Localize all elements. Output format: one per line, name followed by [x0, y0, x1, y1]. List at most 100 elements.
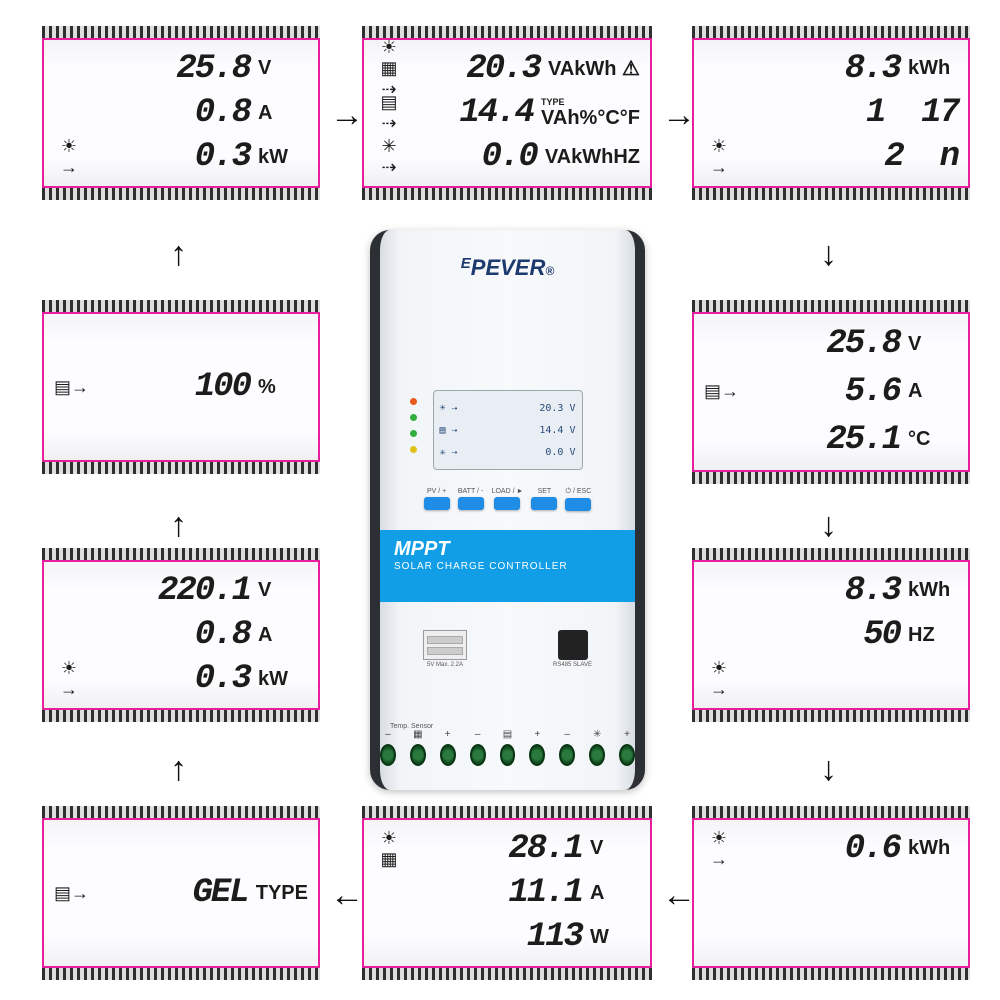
- lcd-row: 113W: [374, 915, 640, 959]
- terminal-row: [380, 744, 635, 766]
- lcd-row: 25.1°C: [704, 416, 958, 464]
- row-icon: ▤→: [704, 381, 734, 402]
- button-row: PV / +BATT / -LOAD / ►SET⏻ / ESC: [380, 488, 635, 511]
- value: 25.8: [176, 50, 250, 88]
- lcd-s1: 25.8 V 0.8A☀→0.3kW: [42, 38, 320, 188]
- lcd-row: [54, 915, 308, 959]
- flow-arrow: ↓: [820, 506, 837, 545]
- value: 11.1: [508, 874, 582, 912]
- value: 113: [527, 918, 582, 956]
- value: 0.0: [482, 138, 537, 176]
- unit: V: [908, 333, 958, 356]
- value: 220.1: [158, 572, 250, 610]
- led-indicator: [410, 430, 417, 437]
- led-indicator: [410, 414, 417, 421]
- usb-label: 5V Max. 2.2A: [427, 662, 463, 668]
- row-icon: ☀→: [704, 658, 734, 700]
- button-label: BATT / -: [458, 488, 483, 495]
- lcd-row: ☀▦28.1V: [374, 827, 640, 871]
- lcd-row: [54, 409, 308, 453]
- terminal: [529, 744, 545, 766]
- lcd-row: ☀▦ ⇢20.3VAkWh ⚠: [374, 47, 640, 91]
- lcd-s3: 8.3kWh1 17☀→2 n: [692, 38, 970, 188]
- controller-lcd: ☀ ⇢20.3 V ▤ ⇢14.4 V ✳ ⇢0.0 V: [433, 390, 583, 470]
- lcd-row: ☀→0.3kW: [54, 657, 308, 701]
- lcd-row: 0.8A: [54, 91, 308, 135]
- lcd-row: ▤ ⇢14.4TYPEVAh%°C°F: [374, 91, 640, 135]
- row-icon: ☀→: [704, 828, 734, 870]
- lcd-row: 8.3kWh: [704, 47, 958, 91]
- lcd-row: 11.1 A: [374, 871, 640, 915]
- led-indicator: [410, 398, 417, 405]
- terminal: [470, 744, 486, 766]
- controller-button[interactable]: [424, 497, 450, 510]
- lcd-row: 25.8 V: [54, 47, 308, 91]
- flow-arrow: ↑: [170, 506, 187, 545]
- flow-arrow: ↑: [170, 750, 187, 789]
- unit: V: [258, 579, 308, 602]
- stripe-title: MPPT: [394, 538, 621, 561]
- lcd-row: [54, 321, 308, 365]
- unit: %: [258, 376, 308, 399]
- controller-button[interactable]: [494, 497, 520, 510]
- lcd-row: ✳ ⇢0.0VAkWhHZ: [374, 135, 640, 179]
- value: 20.3: [466, 50, 540, 88]
- row-icon: ☀▦: [374, 828, 404, 870]
- lcd-s5: 8.3 kWh 50HZ☀→: [692, 560, 970, 710]
- lcd-row: 8.3 kWh: [704, 569, 958, 613]
- terminal: [380, 744, 396, 766]
- value: 0.6: [845, 830, 900, 868]
- unit: A: [590, 882, 640, 905]
- controller-button[interactable]: [565, 498, 591, 511]
- flow-arrow: ←: [330, 876, 364, 915]
- value: 50: [863, 616, 900, 654]
- value: 5.6: [845, 373, 900, 411]
- controller-button[interactable]: [458, 497, 484, 510]
- lcd-row: ▤→ 5.6 A: [704, 368, 958, 416]
- lcd-row: ☀→0.6kWh: [704, 827, 958, 871]
- unit: A: [908, 380, 958, 403]
- unit: kWh: [908, 579, 958, 602]
- unit: kW: [258, 668, 308, 691]
- mppt-controller: EPEVER® ☀ ⇢20.3 V ▤ ⇢14.4 V ✳ ⇢0.0 V PV / …: [370, 230, 645, 790]
- terminal-icon: –: [470, 729, 486, 740]
- lcd-row: [704, 915, 958, 959]
- value: 0.3: [195, 660, 250, 698]
- lcd-s10: ▤→100%: [42, 312, 320, 462]
- terminal: [410, 744, 426, 766]
- button-label: ⏻ / ESC: [566, 488, 592, 496]
- unit: V: [258, 57, 308, 80]
- controller-button[interactable]: [531, 497, 557, 510]
- value: 25.1: [826, 421, 900, 459]
- led-indicator: [410, 446, 417, 453]
- lcd-s8: ▤→GELTYPE: [42, 818, 320, 968]
- stripe-subtitle: SOLAR CHARGE CONTROLLER: [394, 561, 621, 572]
- status-leds: [410, 398, 417, 453]
- lcd-row: 50HZ: [704, 613, 958, 657]
- value: 14.4: [459, 94, 533, 132]
- value: 8.3: [845, 572, 900, 610]
- terminal-icon: +: [529, 729, 545, 740]
- mini-lcd-row: ☀ ⇢20.3 V: [440, 403, 576, 414]
- mini-lcd-row: ✳ ⇢0.0 V: [440, 447, 576, 458]
- mini-lcd-row: ▤ ⇢14.4 V: [440, 425, 576, 436]
- terminal: [559, 744, 575, 766]
- brand-logo: EPEVER®: [380, 255, 635, 281]
- terminal: [619, 744, 635, 766]
- value: GEL: [193, 874, 248, 912]
- flow-arrow: ↓: [820, 750, 837, 789]
- lcd-row: ☀→0.3kW: [54, 135, 308, 179]
- unit: VAkWh ⚠: [548, 56, 640, 81]
- flow-arrow: ↑: [170, 235, 187, 274]
- terminal-icon: ▦: [410, 729, 426, 740]
- terminal: [500, 744, 516, 766]
- row-icon: ✳ ⇢: [374, 136, 404, 178]
- lcd-row: 25.8V: [704, 321, 958, 369]
- row-icon: ▤→: [54, 377, 84, 398]
- unit: kW: [258, 146, 308, 169]
- lcd-row: ▤→GELTYPE: [54, 871, 308, 915]
- terminal-icon: –: [380, 729, 396, 740]
- row-icon: ☀→: [54, 136, 84, 178]
- terminal-icon: ✳: [589, 729, 605, 740]
- lcd-row: 1 17: [704, 91, 958, 135]
